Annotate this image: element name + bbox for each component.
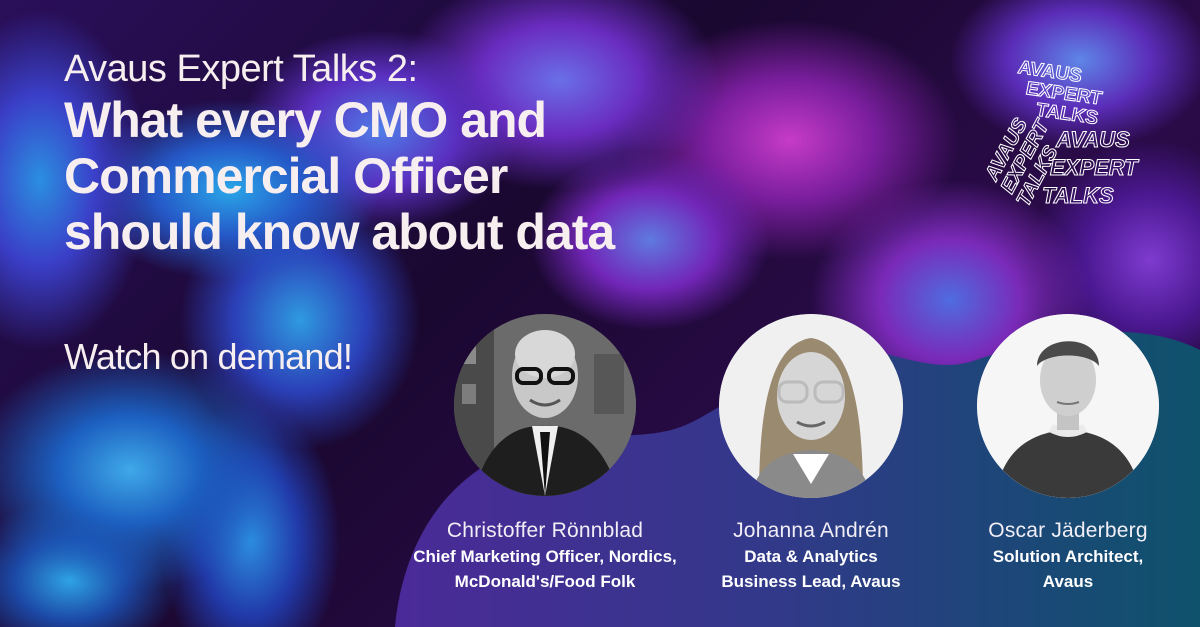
- title-block: Avaus Expert Talks 2: What every CMO and…: [64, 48, 615, 260]
- headline-line-3: should know about data: [64, 204, 615, 260]
- headline: What every CMO and Commercial Officer sh…: [64, 92, 615, 260]
- speaker-role-line-2: Avaus: [1042, 572, 1094, 591]
- speaker-name: Christoffer Rönnblad: [446, 519, 644, 542]
- badge-line-4: AVAUS: [1055, 127, 1130, 152]
- speaker-name: Oscar Jäderberg: [988, 519, 1148, 542]
- badge-line-6: TALKS: [1042, 183, 1114, 208]
- avaus-expert-talks-logo: AVAUS EXPERT TALKS AVAUS EXPERT TALKS AV…: [980, 56, 1140, 210]
- speaker-photo-christoffer: [454, 314, 636, 496]
- speaker-role-line-1: Chief Marketing Officer, Nordics,: [413, 547, 677, 566]
- speaker-christoffer: Christoffer Rönnblad Chief Marketing Off…: [395, 518, 695, 594]
- speaker-role-line-2: Business Lead, Avaus: [721, 572, 901, 591]
- event-kicker: Avaus Expert Talks 2:: [64, 48, 418, 90]
- headline-line-1: What every CMO and: [64, 92, 547, 148]
- speaker-role-line-2: McDonald's/Food Folk: [454, 572, 636, 591]
- speaker-oscar: Oscar Jäderberg Solution Architect, Avau…: [948, 518, 1188, 594]
- speaker-role-line-1: Solution Architect,: [992, 547, 1144, 566]
- headline-line-2: Commercial Officer: [64, 148, 508, 204]
- speaker-role-line-1: Data & Analytics: [744, 547, 878, 566]
- badge-line-5: EXPERT: [1050, 155, 1139, 180]
- speaker-photo-oscar: [977, 314, 1159, 498]
- watch-on-demand-cta[interactable]: Watch on demand!: [64, 336, 353, 377]
- speaker-photo-johanna: [719, 314, 903, 498]
- speaker-johanna: Johanna Andrén Data & Analytics Business…: [676, 518, 946, 594]
- speaker-name: Johanna Andrén: [733, 519, 889, 542]
